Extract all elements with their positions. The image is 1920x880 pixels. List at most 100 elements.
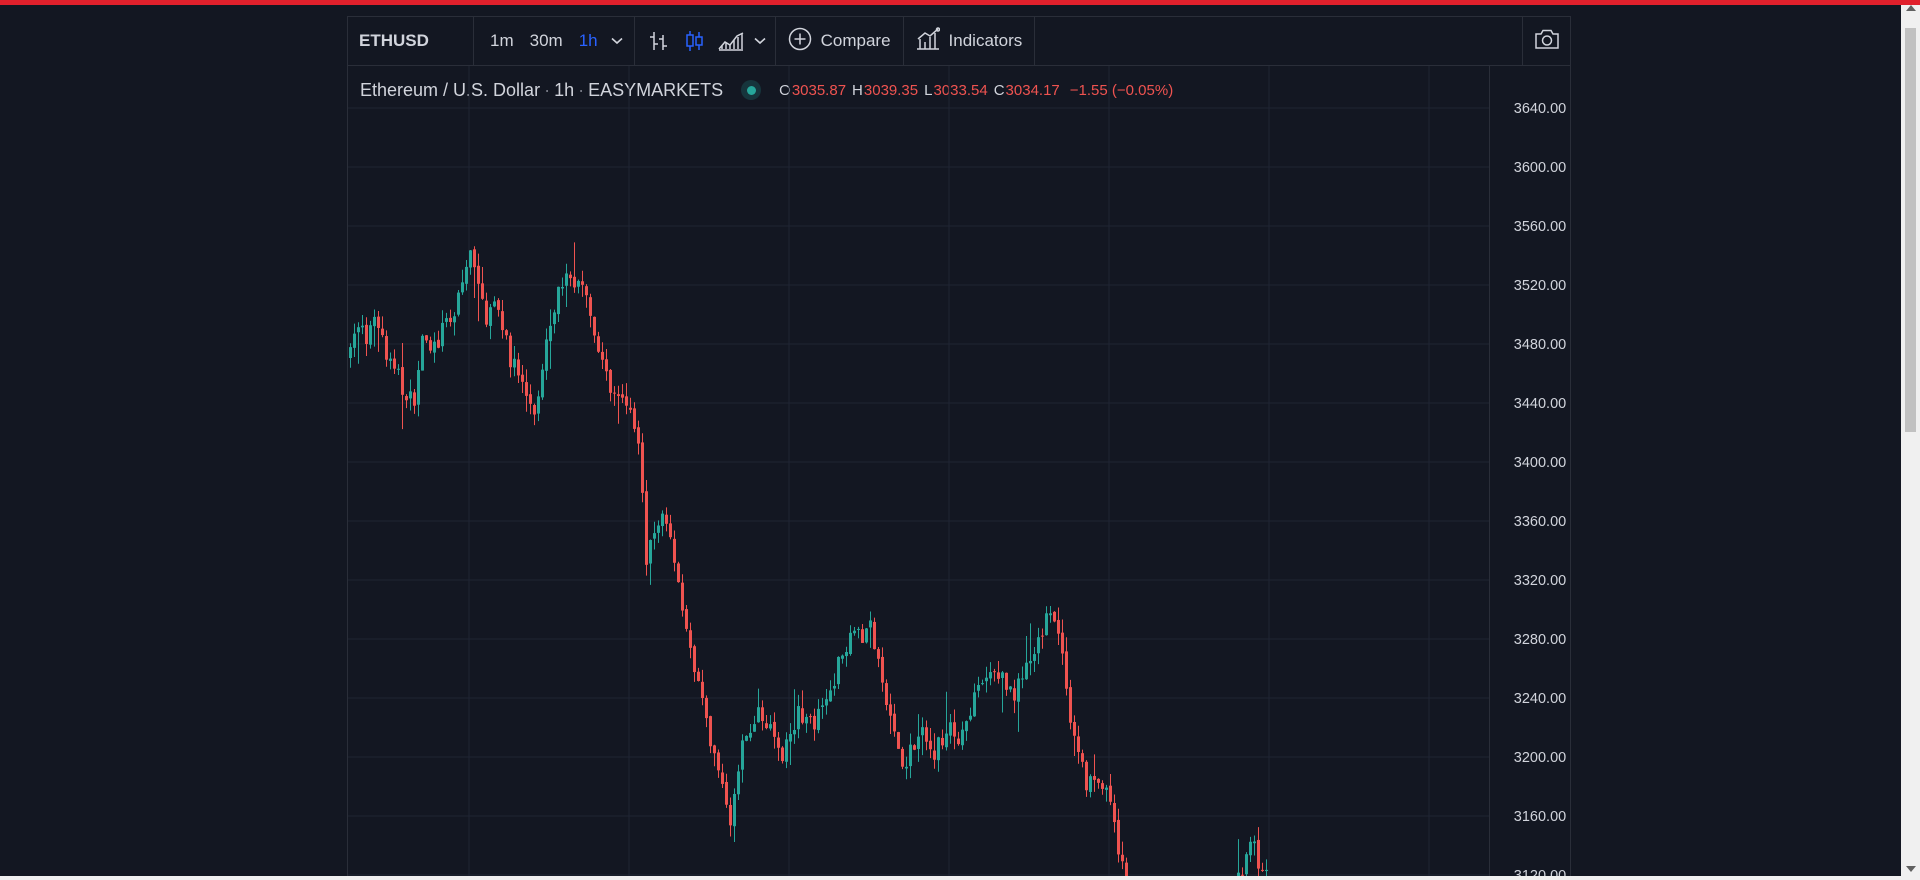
candle: [805, 713, 808, 733]
candle: [845, 646, 848, 667]
candle: [785, 732, 788, 769]
candle: [1005, 672, 1008, 696]
candle: [1021, 666, 1024, 689]
price-axis-label: 3520.00: [1514, 278, 1566, 294]
candle: [681, 574, 684, 617]
candle: [941, 729, 944, 750]
candle: [1025, 636, 1028, 680]
candle: [361, 314, 364, 335]
candle: [1069, 679, 1072, 730]
candle: [741, 734, 744, 783]
candle: [425, 334, 428, 343]
candles-icon[interactable]: [677, 21, 713, 61]
scroll-down-arrow-icon[interactable]: [1906, 866, 1916, 872]
candle: [581, 270, 584, 297]
candle: [529, 384, 532, 415]
chart-grid: [348, 66, 1489, 880]
chevron-down-icon[interactable]: [749, 37, 771, 45]
indicators-icon: [916, 26, 940, 56]
indicators-button[interactable]: Indicators: [904, 17, 1036, 65]
candle: [421, 334, 424, 371]
interval-group: 1m 30m 1h: [474, 17, 635, 65]
candle: [1249, 836, 1252, 863]
candle: [621, 384, 624, 403]
candle: [917, 714, 920, 762]
symbol-label: ETHUSD: [359, 31, 429, 50]
top-accent-bar: [0, 0, 1920, 5]
candle: [357, 322, 360, 364]
candle: [633, 402, 636, 433]
candle: [653, 521, 656, 550]
price-axis-label: 3280.00: [1514, 632, 1566, 648]
candle: [801, 690, 804, 725]
chart-widget: ETHUSD 1m 30m 1h: [347, 16, 1571, 880]
chart-toolbar: ETHUSD 1m 30m 1h: [348, 17, 1570, 66]
candle: [689, 622, 692, 659]
interval-1h[interactable]: 1h: [578, 31, 598, 50]
candle: [525, 369, 528, 412]
candle: [461, 269, 464, 295]
legend-symbol-title: Ethereum / U.S. Dollar: [360, 79, 541, 100]
toolbar-spacer: [1035, 17, 1523, 65]
candle: [817, 699, 820, 734]
candle: [861, 624, 864, 644]
page-scrollbar[interactable]: [1901, 5, 1920, 880]
candle: [353, 323, 356, 357]
candle: [729, 797, 732, 837]
interval-30m[interactable]: 30m: [529, 31, 563, 50]
candle: [661, 510, 664, 537]
candle: [629, 397, 632, 414]
candle: [1105, 784, 1108, 802]
scrollbar-thumb[interactable]: [1905, 28, 1916, 432]
candle: [945, 691, 948, 751]
compare-button[interactable]: Compare: [776, 17, 904, 65]
candle: [565, 263, 568, 308]
candle: [549, 309, 552, 369]
candle: [373, 309, 376, 347]
candle: [493, 296, 496, 308]
candle: [885, 679, 888, 711]
candle: [877, 647, 880, 668]
candle: [949, 714, 952, 744]
chart-style-group: [635, 17, 776, 65]
compare-label: Compare: [820, 31, 891, 50]
candle: [669, 514, 672, 540]
candle: [625, 383, 628, 415]
low-key: L: [924, 81, 933, 99]
candle: [873, 617, 876, 650]
bars-icon[interactable]: [641, 21, 677, 61]
candle: [385, 330, 388, 367]
candle: [1033, 646, 1036, 672]
interval-1m[interactable]: 1m: [490, 31, 514, 50]
candle: [1073, 715, 1076, 757]
candle: [1121, 841, 1124, 870]
snapshot-button[interactable]: [1523, 17, 1570, 65]
price-axis[interactable]: 3640.00 3600.00 3560.00 3520.00 3480.00 3440.…: [1514, 101, 1566, 880]
candle: [1097, 778, 1100, 789]
candle: [1037, 627, 1040, 665]
candle: [793, 689, 796, 744]
candle: [1237, 839, 1240, 880]
candles: [349, 242, 1268, 880]
low-value: 3033.54: [933, 81, 988, 99]
price-axis-label: 3160.00: [1514, 809, 1566, 825]
candle: [677, 561, 680, 583]
candle: [501, 300, 504, 339]
chevron-down-icon[interactable]: [606, 37, 628, 45]
candle: [513, 346, 516, 377]
candle: [577, 279, 580, 294]
candle: [561, 277, 564, 296]
price-chart[interactable]: 3640.00 3600.00 3560.00 3520.00 3480.00 3440.…: [348, 66, 1570, 880]
camera-icon: [1534, 28, 1560, 55]
candle: [725, 773, 728, 808]
page-bottom-edge: [0, 876, 1901, 880]
scroll-up-arrow-icon[interactable]: [1906, 5, 1916, 11]
candle: [649, 539, 652, 585]
candle: [713, 744, 716, 767]
legend-separator: ·: [544, 79, 551, 100]
candle: [449, 309, 452, 327]
candle: [485, 292, 488, 328]
area-icon[interactable]: [713, 21, 749, 61]
symbol-search-button[interactable]: ETHUSD: [348, 17, 474, 65]
price-axis-label: 3240.00: [1514, 691, 1566, 707]
